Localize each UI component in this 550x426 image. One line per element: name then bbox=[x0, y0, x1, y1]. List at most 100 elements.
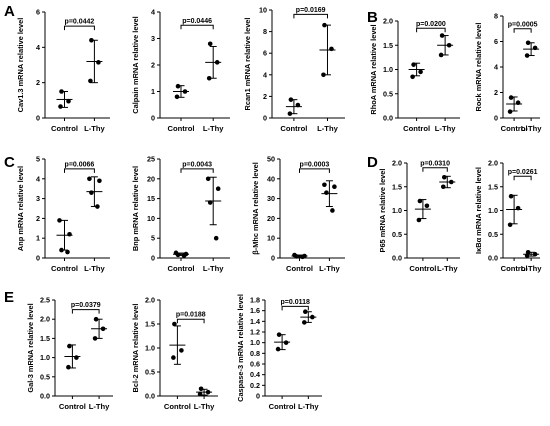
y-axis-label: P65 mRNA relative level bbox=[378, 169, 387, 253]
data-point bbox=[302, 320, 307, 325]
p-value-label: p=0.0379 bbox=[71, 302, 101, 309]
data-point bbox=[322, 182, 327, 188]
y-tick-label: 1.6 bbox=[250, 306, 260, 315]
y-tick-label: 2.0 bbox=[145, 296, 155, 305]
data-point bbox=[410, 74, 415, 80]
y-tick-label: 2 bbox=[263, 92, 267, 101]
data-point bbox=[332, 184, 337, 190]
y-tick-label: 2.0 bbox=[392, 159, 402, 168]
y-tick-label: 2.5 bbox=[40, 296, 50, 305]
x-tick-label: L-Thy bbox=[203, 264, 224, 273]
y-tick-label: 4 bbox=[36, 43, 40, 52]
y-axis-label: Gal-3 mRNA relative level bbox=[26, 303, 35, 392]
significance-bracket bbox=[71, 309, 100, 314]
y-tick-label: 0.5 bbox=[488, 230, 498, 239]
y-tick-label: 1.2 bbox=[250, 328, 260, 337]
data-point bbox=[179, 348, 184, 353]
data-point bbox=[87, 176, 92, 182]
data-point bbox=[206, 75, 212, 81]
data-point bbox=[175, 83, 181, 89]
data-point bbox=[508, 193, 514, 199]
p-value-label: p=0.0169 bbox=[296, 7, 326, 14]
y-tick-label: 0.0 bbox=[145, 392, 155, 401]
chart-7: 0 5 10 15 20 25 Control L-Thy Bnp mRNA relative … bbox=[131, 155, 230, 273]
y-axis-label: β-Mhc mRNA relative level bbox=[251, 162, 260, 255]
p-value-label: p=0.0005 bbox=[508, 21, 538, 28]
panel-letter-a: A bbox=[4, 3, 15, 20]
y-tick-label: 8 bbox=[494, 12, 498, 21]
y-tick-label: 4 bbox=[263, 70, 267, 79]
y-tick-label: 1.5 bbox=[145, 320, 155, 329]
data-point bbox=[508, 95, 514, 100]
data-point bbox=[329, 46, 334, 52]
x-tick-label: Control bbox=[286, 264, 313, 273]
x-tick-label: Control bbox=[269, 402, 296, 411]
y-tick-label: 0 bbox=[494, 114, 498, 123]
x-tick-label: Control bbox=[168, 264, 195, 273]
y-tick-label: 0 bbox=[36, 254, 40, 263]
panel-letter-b: B bbox=[367, 9, 378, 26]
y-axis-label: Caspase-3 mRNA relative level bbox=[236, 294, 245, 402]
x-tick-label: L-Thy bbox=[521, 264, 542, 273]
chart-8: 0 10 20 30 40 50 Control L-Thy β-Mhc mRNA relati… bbox=[251, 155, 345, 273]
x-tick-label: Control bbox=[164, 402, 191, 411]
y-tick-label: 10 bbox=[259, 6, 267, 15]
y-tick-label: 1.5 bbox=[488, 182, 498, 191]
y-tick-label: 0.5 bbox=[145, 368, 155, 377]
y-axis-label: RhoA mRNA relative level bbox=[369, 24, 378, 114]
x-tick-label: L-Thy bbox=[317, 124, 338, 133]
x-tick-label: Control bbox=[403, 124, 430, 133]
data-point bbox=[88, 78, 93, 84]
data-point bbox=[66, 98, 71, 104]
x-tick-label: L-Thy bbox=[194, 402, 215, 411]
y-tick-label: 1.5 bbox=[383, 41, 393, 50]
p-value-label: p=0.0188 bbox=[176, 312, 206, 319]
y-tick-label: 0.5 bbox=[392, 230, 402, 239]
y-axis-label: Cav1.3 mRNA relative level bbox=[16, 18, 25, 113]
y-tick-label: 4 bbox=[36, 174, 40, 183]
significance-bracket bbox=[513, 175, 532, 181]
y-axis-label: Calpain mRNA relative level bbox=[131, 16, 140, 114]
chart-4: 0.0 0.5 1.0 1.5 2.0 Control L-Thy RhoA mRNA rel… bbox=[369, 17, 460, 133]
y-tick-label: 1 bbox=[151, 87, 155, 96]
significance-bracket bbox=[64, 168, 95, 173]
y-tick-label: 3 bbox=[36, 194, 40, 203]
data-point bbox=[441, 174, 447, 180]
data-point bbox=[171, 355, 176, 360]
data-point bbox=[58, 104, 63, 109]
x-tick-label: Control bbox=[409, 264, 436, 273]
y-tick-label: 6 bbox=[263, 49, 267, 58]
p-value-label: p=0.0003 bbox=[300, 161, 330, 168]
y-axis-label: Rcan1 mRNA relative level bbox=[243, 18, 252, 111]
data-point bbox=[283, 340, 289, 345]
data-point bbox=[418, 69, 423, 75]
y-tick-label: 10 bbox=[147, 214, 155, 223]
y-tick-label: 0.5 bbox=[383, 89, 393, 98]
y-tick-label: 1.4 bbox=[250, 317, 260, 326]
y-tick-label: 4 bbox=[151, 8, 155, 17]
p-value-label: p=0.0200 bbox=[416, 21, 446, 28]
y-tick-label: 40 bbox=[267, 174, 275, 183]
data-point bbox=[321, 72, 326, 78]
y-tick-label: 0.8 bbox=[250, 349, 260, 358]
x-tick-label: L-Thy bbox=[437, 264, 458, 273]
y-tick-label: 0.4 bbox=[250, 370, 260, 379]
data-point bbox=[330, 208, 335, 213]
y-tick-label: 1.0 bbox=[250, 338, 260, 347]
data-point bbox=[89, 190, 94, 195]
p-value-label: p=0.0446 bbox=[182, 18, 212, 25]
y-tick-label: 0.0 bbox=[488, 254, 498, 263]
y-tick-label: 25 bbox=[147, 155, 155, 164]
data-point bbox=[275, 346, 281, 352]
data-point bbox=[65, 249, 70, 255]
x-tick-label: L-Thy bbox=[298, 402, 319, 411]
y-axis-label: Rock mRNA relative level bbox=[474, 23, 483, 112]
y-tick-label: 0.0 bbox=[383, 114, 393, 123]
significance-bracket bbox=[64, 25, 95, 31]
y-tick-label: 1.0 bbox=[145, 344, 155, 353]
y-tick-label: 2 bbox=[36, 214, 40, 223]
chart-11: 0.0 0.5 1.0 1.5 2.0 2.5 Control L-Thy Gal-3 mRNA… bbox=[26, 296, 113, 411]
y-tick-label: 5 bbox=[151, 234, 155, 243]
